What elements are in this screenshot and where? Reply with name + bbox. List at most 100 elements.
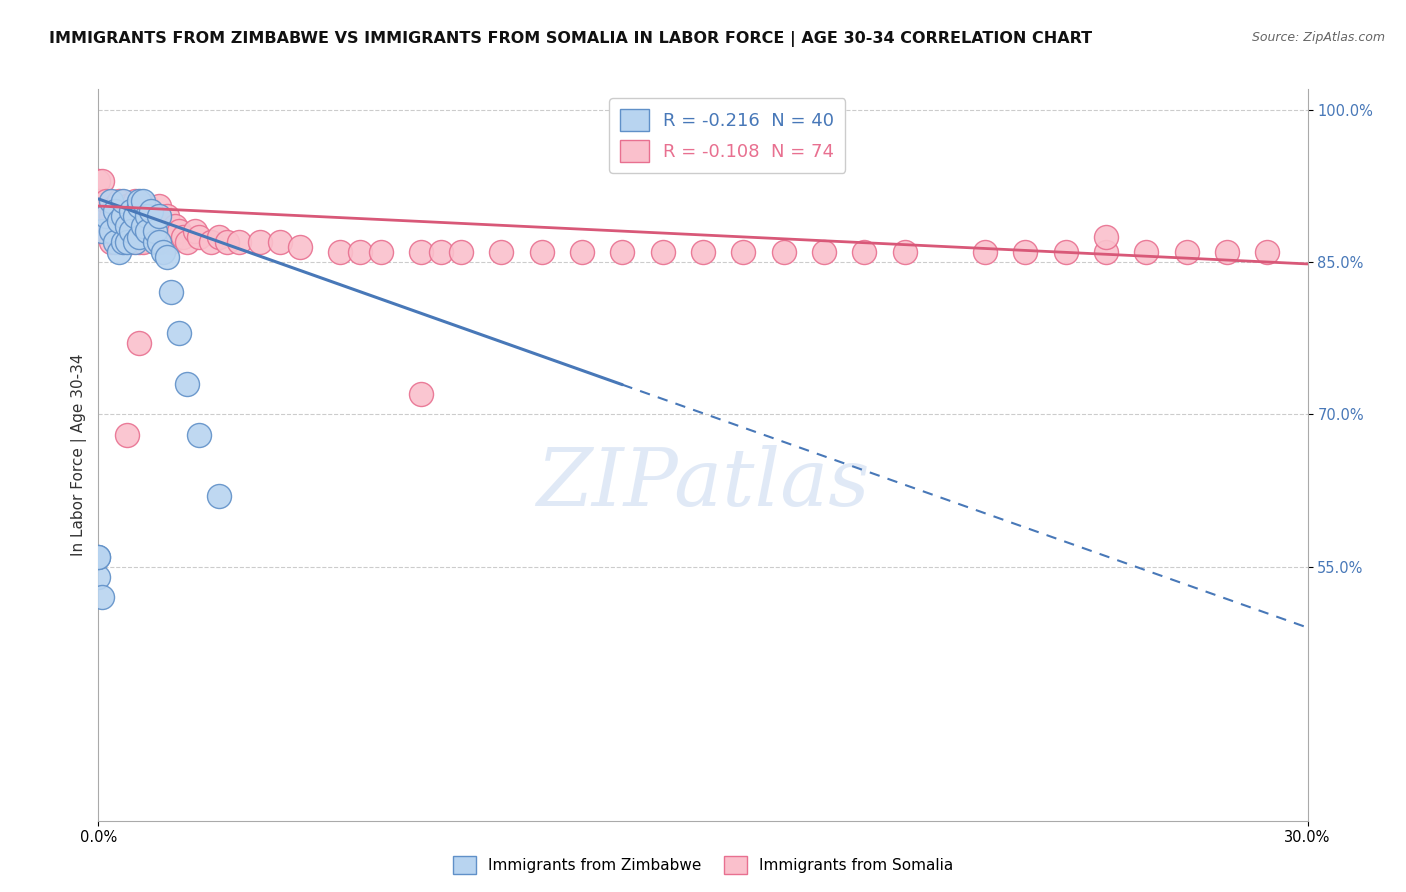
- Point: [349, 244, 371, 259]
- Point: [1054, 244, 1077, 259]
- Point: [184, 224, 207, 238]
- Point: [1014, 244, 1036, 259]
- Point: [156, 250, 179, 264]
- Point: [228, 235, 250, 249]
- Point: [128, 229, 150, 244]
- Point: [160, 285, 183, 300]
- Point: [217, 235, 239, 249]
- Point: [115, 235, 138, 249]
- Point: [1135, 244, 1157, 259]
- Point: [772, 244, 794, 259]
- Y-axis label: In Labor Force | Age 30-34: In Labor Force | Age 30-34: [72, 353, 87, 557]
- Point: [269, 235, 291, 249]
- Point: [115, 427, 138, 442]
- Point: [176, 376, 198, 391]
- Point: [87, 173, 110, 187]
- Point: [692, 244, 714, 259]
- Point: [152, 224, 174, 238]
- Point: [135, 209, 157, 223]
- Point: [160, 235, 183, 249]
- Point: [1095, 229, 1118, 244]
- Point: [111, 235, 134, 249]
- Point: [115, 219, 138, 234]
- Point: [450, 244, 472, 259]
- Point: [87, 549, 110, 564]
- Point: [733, 244, 755, 259]
- Point: [120, 224, 142, 238]
- Point: [103, 224, 125, 238]
- Point: [148, 209, 170, 223]
- Point: [87, 214, 110, 228]
- Point: [87, 194, 110, 208]
- Point: [135, 199, 157, 213]
- Text: IMMIGRANTS FROM ZIMBABWE VS IMMIGRANTS FROM SOMALIA IN LABOR FORCE | AGE 30-34 C: IMMIGRANTS FROM ZIMBABWE VS IMMIGRANTS F…: [49, 31, 1092, 47]
- Point: [132, 209, 155, 223]
- Point: [107, 214, 129, 228]
- Legend: R = -0.216  N = 40, R = -0.108  N = 74: R = -0.216 N = 40, R = -0.108 N = 74: [609, 98, 845, 173]
- Point: [111, 194, 134, 208]
- Point: [111, 209, 134, 223]
- Point: [115, 199, 138, 213]
- Point: [329, 244, 352, 259]
- Point: [409, 244, 432, 259]
- Point: [409, 387, 432, 401]
- Point: [288, 240, 311, 254]
- Point: [96, 194, 118, 208]
- Legend: Immigrants from Zimbabwe, Immigrants from Somalia: Immigrants from Zimbabwe, Immigrants fro…: [447, 850, 959, 880]
- Point: [124, 209, 146, 223]
- Point: [128, 194, 150, 208]
- Point: [813, 244, 835, 259]
- Point: [132, 235, 155, 249]
- Point: [128, 235, 150, 249]
- Text: Source: ZipAtlas.com: Source: ZipAtlas.com: [1251, 31, 1385, 45]
- Point: [370, 244, 392, 259]
- Point: [853, 244, 876, 259]
- Text: ZIPatlas: ZIPatlas: [536, 445, 870, 523]
- Point: [430, 244, 453, 259]
- Point: [188, 229, 211, 244]
- Point: [100, 209, 122, 223]
- Point: [124, 235, 146, 249]
- Point: [128, 199, 150, 213]
- Point: [208, 229, 231, 244]
- Point: [200, 235, 222, 249]
- Point: [571, 244, 593, 259]
- Point: [148, 199, 170, 213]
- Point: [91, 224, 114, 238]
- Point: [530, 244, 553, 259]
- Point: [115, 224, 138, 238]
- Point: [167, 326, 190, 340]
- Point: [111, 235, 134, 249]
- Point: [249, 235, 271, 249]
- Point: [156, 209, 179, 223]
- Point: [103, 204, 125, 219]
- Point: [103, 235, 125, 249]
- Point: [100, 194, 122, 208]
- Point: [107, 244, 129, 259]
- Point: [128, 204, 150, 219]
- Point: [163, 219, 186, 234]
- Point: [143, 224, 166, 238]
- Point: [91, 173, 114, 187]
- Point: [124, 224, 146, 238]
- Point: [491, 244, 513, 259]
- Point: [1175, 244, 1198, 259]
- Point: [132, 219, 155, 234]
- Point: [91, 224, 114, 238]
- Point: [188, 427, 211, 442]
- Point: [107, 194, 129, 208]
- Point: [167, 224, 190, 238]
- Point: [148, 235, 170, 249]
- Point: [100, 224, 122, 238]
- Point: [1216, 244, 1239, 259]
- Point: [103, 199, 125, 213]
- Point: [208, 489, 231, 503]
- Point: [120, 204, 142, 219]
- Point: [128, 336, 150, 351]
- Point: [120, 235, 142, 249]
- Point: [172, 229, 194, 244]
- Point: [135, 224, 157, 238]
- Point: [651, 244, 673, 259]
- Point: [100, 235, 122, 249]
- Point: [96, 209, 118, 223]
